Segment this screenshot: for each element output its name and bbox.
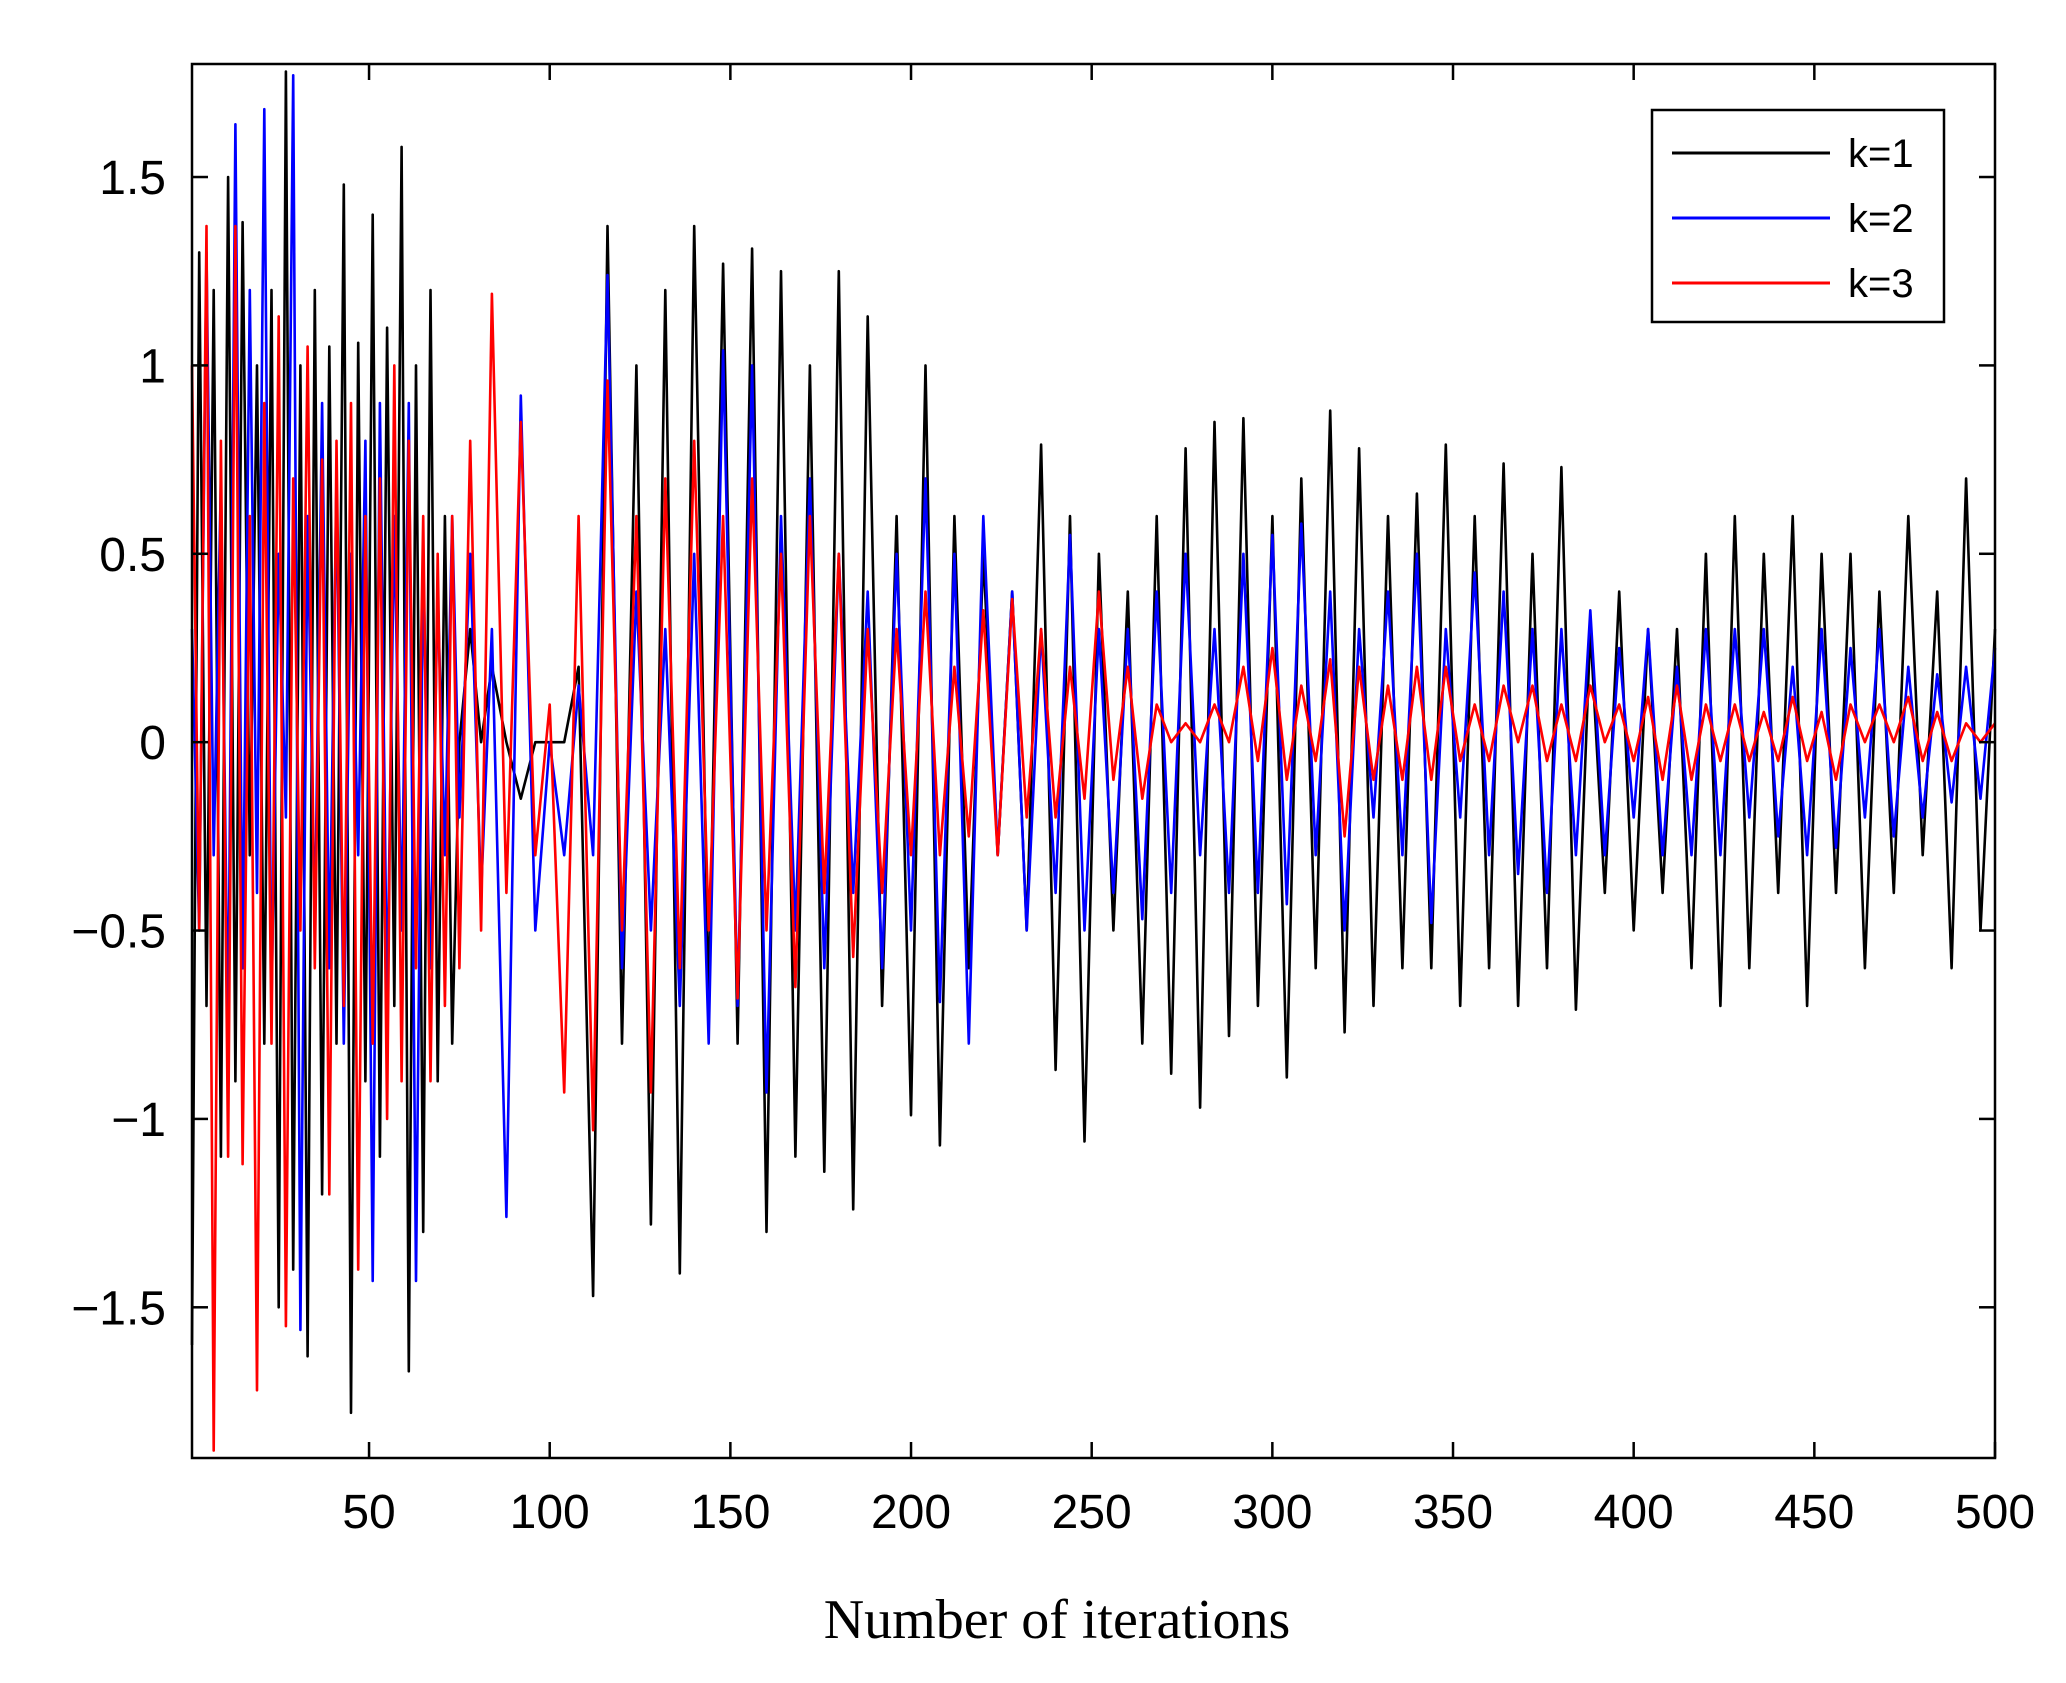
x-tick-label: 450 bbox=[1774, 1486, 1854, 1539]
x-tick-label: 400 bbox=[1594, 1486, 1674, 1539]
legend-label-1: k=1 bbox=[1848, 132, 1914, 176]
x-axis-label: Number of iterations bbox=[824, 1589, 1291, 1651]
axes-layer bbox=[190, 62, 1997, 1460]
legend-label-3: k=3 bbox=[1848, 262, 1914, 306]
y-tick-label: −0.5 bbox=[71, 906, 166, 959]
series-line-3 bbox=[190, 224, 1997, 1452]
x-tick-label: 300 bbox=[1232, 1486, 1312, 1539]
y-tick-label: −1.5 bbox=[71, 1282, 166, 1335]
plot-frame bbox=[190, 62, 1997, 1460]
legend: k=1 k=2 k=3 bbox=[1650, 108, 1946, 324]
series-layer bbox=[190, 70, 1997, 1452]
ticks-layer: 50 100 150 200 250 300 350 400 450 500 1.5 1 0.5 0 −0.… bbox=[71, 64, 2035, 1539]
x-tick-label: 250 bbox=[1052, 1486, 1132, 1539]
y-tick-label: 0 bbox=[139, 717, 166, 770]
legend-box bbox=[1650, 108, 1946, 324]
x-tick-label: 100 bbox=[510, 1486, 590, 1539]
y-tick-label: −1 bbox=[111, 1094, 166, 1147]
x-tick-label: 200 bbox=[871, 1486, 951, 1539]
y-tick-label: 0.5 bbox=[99, 529, 166, 582]
x-tick-label: 500 bbox=[1955, 1486, 2035, 1539]
series-line-2 bbox=[190, 74, 1997, 1332]
legend-label-2: k=2 bbox=[1848, 197, 1914, 241]
y-tick-label: 1.5 bbox=[99, 152, 166, 205]
x-tick-label: 350 bbox=[1413, 1486, 1493, 1539]
x-tick-label: 50 bbox=[342, 1486, 395, 1539]
x-tick-label: 150 bbox=[690, 1486, 770, 1539]
y-tick-label: 1 bbox=[139, 340, 166, 393]
